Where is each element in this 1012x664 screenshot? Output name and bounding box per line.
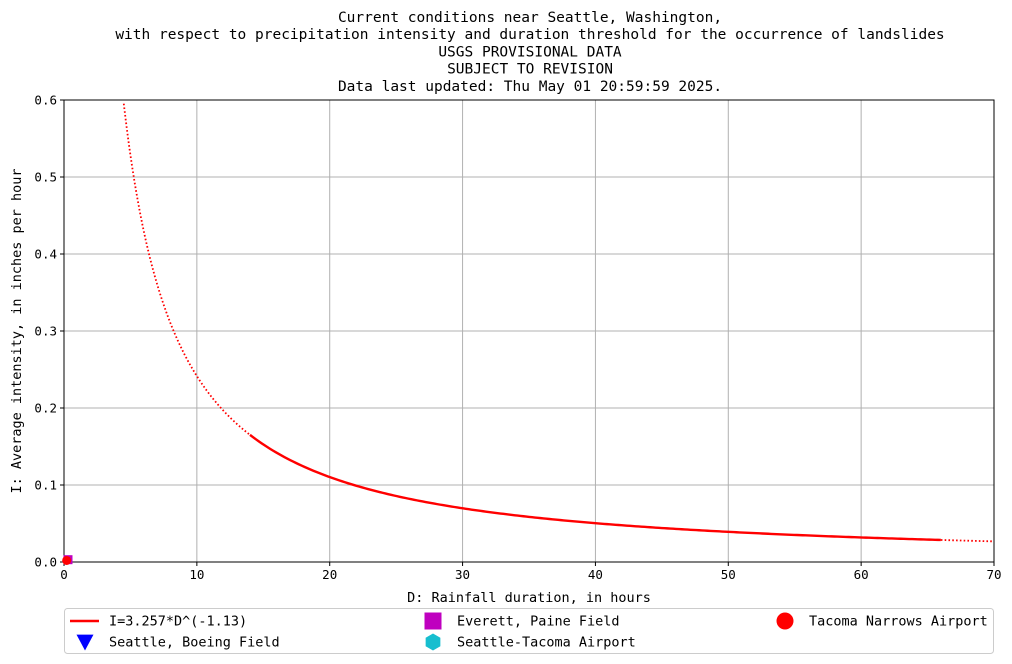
threshold-curve-dotted: [122, 103, 251, 436]
title-line: SUBJECT TO REVISION: [447, 62, 613, 78]
threshold-curve: [122, 103, 995, 543]
chart-title: Current conditions near Seattle, Washing…: [115, 10, 944, 95]
data-points: [62, 555, 73, 565]
data-point: [62, 555, 72, 565]
legend-marker: [76, 634, 94, 651]
title-line: Data last updated: Thu May 01 20:59:59 2…: [338, 79, 722, 95]
title-line: USGS PROVISIONAL DATA: [438, 44, 622, 60]
threshold-curve-dotted: [940, 539, 995, 543]
y-tick-label: 0.6: [34, 93, 57, 108]
y-tick-label: 0.5: [34, 170, 57, 185]
title-line: with respect to precipitation intensity …: [115, 27, 944, 43]
legend-label: I=3.257*D^(-1.13): [109, 614, 247, 630]
x-tick-label: 30: [455, 567, 470, 582]
x-tick-label: 50: [721, 567, 736, 582]
x-tick-label: 10: [189, 567, 204, 582]
title-line: Current conditions near Seattle, Washing…: [338, 10, 722, 26]
legend-marker: [776, 612, 794, 630]
x-axis-label: D: Rainfall duration, in hours: [407, 590, 651, 606]
x-tick-label: 0: [60, 567, 68, 582]
y-tick-label: 0.2: [34, 401, 57, 416]
grid: [64, 100, 994, 562]
legend-marker: [425, 633, 441, 651]
legend-marker: [424, 612, 442, 630]
axis-ticks: 0 10 20 30 40 50 60 70 0.0 0.1 0.2 0.3 0.4 0.5 0.6: [34, 93, 1001, 583]
x-tick-label: 20: [322, 567, 337, 582]
legend: I=3.257*D^(-1.13) Everett, Paine Field Tac…: [64, 608, 994, 654]
x-tick-label: 70: [986, 567, 1001, 582]
legend-label: Seattle-Tacoma Airport: [457, 635, 636, 651]
legend-label: Seattle, Boeing Field: [109, 635, 280, 651]
legend-label: Everett, Paine Field: [457, 614, 620, 630]
threshold-curve-solid: [249, 433, 941, 542]
y-tick-label: 0.4: [34, 247, 57, 262]
y-tick-label: 0.0: [34, 555, 57, 570]
y-tick-label: 0.3: [34, 324, 57, 339]
y-axis-label: I: Average intensity, in inches per hour: [9, 168, 25, 493]
y-tick-label: 0.1: [34, 478, 57, 493]
legend-label: Tacoma Narrows Airport: [809, 614, 988, 630]
legend-box: [64, 608, 994, 654]
x-tick-label: 40: [588, 567, 603, 582]
x-tick-label: 60: [854, 567, 869, 582]
